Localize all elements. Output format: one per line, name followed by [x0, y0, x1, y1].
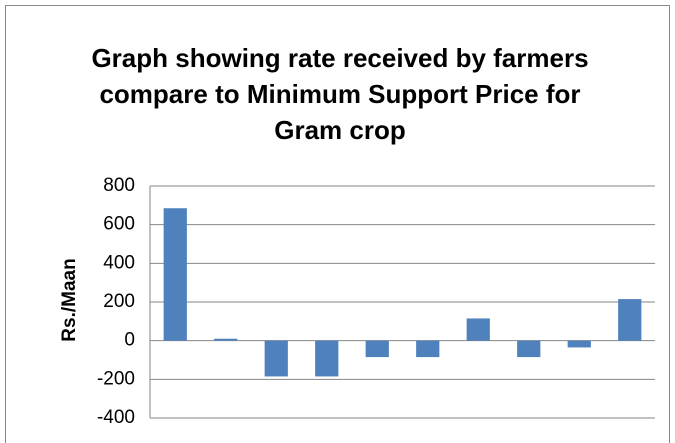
y-tick-label: 400 [103, 252, 135, 273]
bar [567, 340, 591, 348]
bar [264, 340, 288, 377]
bar [618, 299, 642, 341]
bar [466, 318, 490, 341]
y-tick-label: 200 [103, 291, 135, 312]
bar [163, 208, 187, 341]
bar [365, 340, 389, 358]
bar [416, 340, 440, 358]
bar [517, 340, 541, 358]
bar [214, 338, 238, 341]
y-axis-label: Rs./Maan [59, 258, 80, 341]
bar [315, 340, 339, 377]
y-tick-label: 600 [103, 214, 135, 235]
chart-title: Graph showing rate received by farmers c… [91, 43, 589, 145]
y-tick-label: -400 [97, 407, 135, 428]
y-tick-label: 0 [124, 330, 135, 351]
y-tick-label: 800 [103, 175, 135, 196]
y-tick-label: -200 [97, 368, 135, 389]
